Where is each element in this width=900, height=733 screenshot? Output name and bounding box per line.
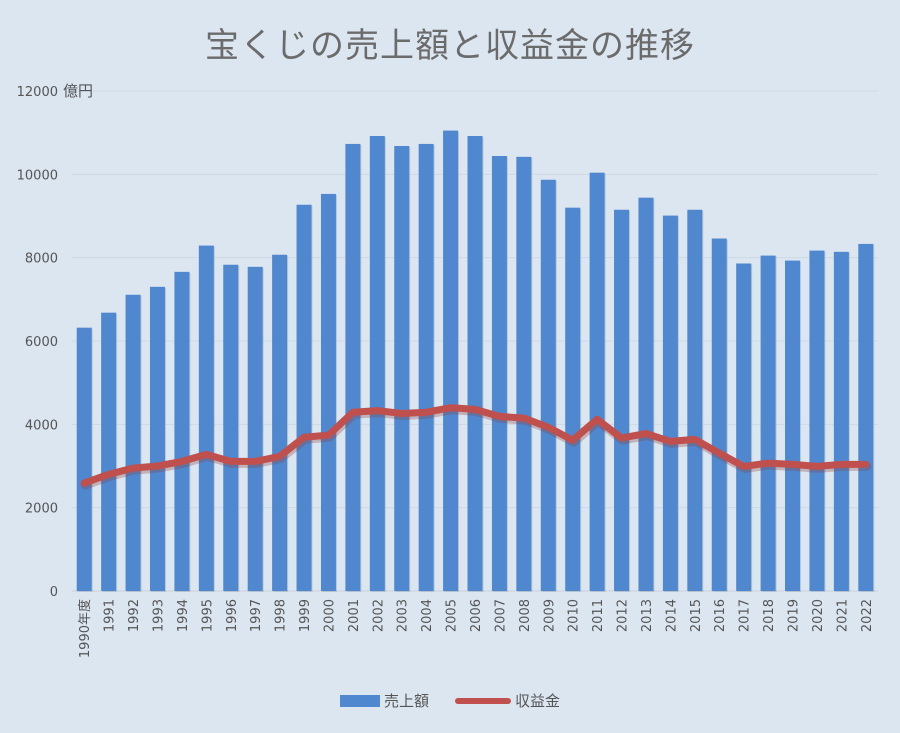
x-tick-label: 1994 bbox=[176, 599, 191, 632]
bar-2012 bbox=[614, 209, 630, 591]
bar-2005 bbox=[443, 130, 459, 592]
x-tick-label: 2004 bbox=[420, 599, 435, 632]
bar-2007 bbox=[491, 156, 507, 591]
x-tick-label: 2016 bbox=[713, 599, 728, 632]
x-tick-label: 1998 bbox=[274, 599, 289, 632]
x-tick-label: 2022 bbox=[860, 599, 875, 632]
x-tick-label: 2017 bbox=[738, 599, 753, 632]
bar-2021 bbox=[833, 251, 849, 592]
bar-2016 bbox=[711, 238, 727, 591]
bar-1998 bbox=[272, 254, 288, 591]
legend: 売上額 収益金 bbox=[0, 690, 900, 711]
bar-2006 bbox=[467, 136, 483, 591]
bar-1992 bbox=[125, 294, 141, 591]
bar-2003 bbox=[394, 146, 410, 591]
x-tick-label: 1993 bbox=[151, 599, 166, 632]
x-tick-label: 2003 bbox=[396, 599, 411, 632]
chart-title: 宝くじの売上額と収益金の推移 bbox=[205, 26, 695, 66]
bar-2020 bbox=[809, 250, 825, 592]
y-tick-label: 8000 bbox=[25, 252, 58, 267]
x-tick-label: 2010 bbox=[567, 599, 582, 632]
x-tick-label: 2012 bbox=[616, 599, 631, 632]
bar-2008 bbox=[516, 156, 532, 592]
bar-2010 bbox=[565, 207, 581, 591]
bar-2019 bbox=[785, 260, 801, 591]
bar-1999 bbox=[296, 204, 312, 591]
y-tick-label: 4000 bbox=[25, 418, 58, 433]
x-tick-label: 2001 bbox=[347, 599, 362, 632]
x-tick-label: 2019 bbox=[787, 599, 802, 632]
bar-2000 bbox=[320, 193, 336, 591]
bar-1995 bbox=[198, 245, 214, 592]
x-tick-label: 1996 bbox=[225, 599, 240, 632]
y-tick-label: 12000 bbox=[17, 85, 58, 100]
bar-2004 bbox=[418, 143, 434, 591]
legend-swatch-bar bbox=[339, 694, 380, 707]
bar-2011 bbox=[589, 172, 605, 591]
x-tick-label: 2018 bbox=[762, 599, 777, 632]
x-tick-label: 2000 bbox=[322, 599, 337, 632]
y-tick-label: 0 bbox=[50, 585, 58, 600]
x-tick-label: 2011 bbox=[591, 599, 606, 632]
bar-1993 bbox=[149, 286, 165, 591]
bar-2013 bbox=[638, 197, 654, 591]
bar-1996 bbox=[223, 264, 239, 591]
bar-2001 bbox=[345, 143, 361, 591]
bar-1997 bbox=[247, 266, 263, 591]
y-tick-label: 6000 bbox=[25, 335, 58, 350]
bar-1991 bbox=[101, 312, 117, 591]
bar-1990年度 bbox=[76, 327, 92, 591]
x-tick-label: 2005 bbox=[445, 599, 460, 632]
bar-2018 bbox=[760, 255, 776, 592]
y-tick-label: 10000 bbox=[17, 168, 58, 183]
x-tick-label: 2008 bbox=[518, 599, 533, 632]
y-tick-label: 2000 bbox=[25, 502, 58, 517]
legend-swatch-line bbox=[455, 697, 511, 704]
legend-label-profit: 収益金 bbox=[515, 692, 561, 710]
x-tick-label: 1997 bbox=[249, 599, 264, 632]
bar-2014 bbox=[662, 215, 678, 592]
y-axis-unit-label: 億円 bbox=[63, 82, 93, 100]
bar-2002 bbox=[369, 136, 385, 591]
legend-item-sales: 売上額 bbox=[339, 690, 429, 711]
x-tick-label: 2007 bbox=[493, 599, 508, 632]
x-tick-label: 2014 bbox=[664, 599, 679, 632]
x-tick-label: 2021 bbox=[835, 599, 850, 632]
x-tick-label: 2013 bbox=[640, 599, 655, 632]
x-tick-label: 2020 bbox=[811, 599, 826, 632]
bar-2015 bbox=[687, 209, 703, 591]
x-tick-label: 1991 bbox=[103, 599, 118, 632]
bar-2017 bbox=[736, 263, 752, 591]
x-tick-label: 1992 bbox=[127, 599, 142, 632]
bar-2022 bbox=[858, 243, 874, 591]
bar-2009 bbox=[540, 179, 556, 591]
x-tick-label: 2006 bbox=[469, 599, 484, 632]
x-tick-label: 2009 bbox=[542, 599, 557, 632]
x-tick-label: 1990年度 bbox=[77, 599, 93, 658]
bar-1994 bbox=[174, 271, 190, 591]
legend-label-sales: 売上額 bbox=[383, 692, 429, 710]
legend-item-profit: 収益金 bbox=[455, 690, 560, 711]
x-tick-label: 1999 bbox=[298, 599, 313, 632]
x-tick-label: 1995 bbox=[200, 599, 215, 632]
x-tick-label: 2002 bbox=[371, 599, 386, 632]
x-tick-label: 2015 bbox=[689, 599, 704, 632]
